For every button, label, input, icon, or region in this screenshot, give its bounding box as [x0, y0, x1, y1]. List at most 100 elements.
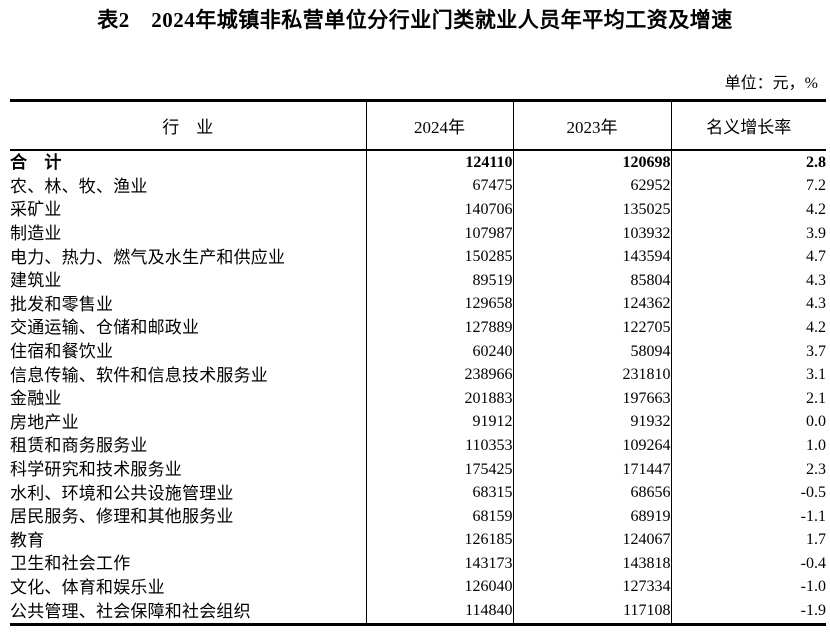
growth-rate-cell: -1.9 — [670, 599, 826, 625]
industry-name-cell: 居民服务、修理和其他服务业 — [10, 507, 234, 527]
industry-name-cell: 建筑业 — [10, 271, 62, 291]
wage-2024-cell: 201883 — [365, 386, 513, 411]
wage-2023-cell: 143818 — [512, 552, 671, 576]
growth-rate-cell: 4.3 — [670, 292, 826, 317]
table-row: 居民服务、修理和其他服务业 68159 68919 -1.1 — [10, 504, 826, 529]
industry-name-cell: 文化、体育和娱乐业 — [10, 577, 165, 597]
growth-rate-cell: 2.3 — [670, 457, 826, 482]
wage-2024-cell: 114840 — [365, 599, 513, 625]
wage-2023-cell: 68656 — [512, 481, 671, 505]
wage-2024-cell: 140706 — [365, 198, 513, 222]
table-row: 金融业 201883 197663 2.1 — [10, 386, 826, 411]
table-row: 电力、热力、燃气及水生产和供应业 150285 143594 4.7 — [10, 245, 826, 269]
wage-2024-cell: 60240 — [365, 339, 513, 364]
industry-name-cell: 电力、热力、燃气及水生产和供应业 — [10, 247, 286, 267]
wage-2023-cell: 68919 — [512, 504, 671, 529]
table-row: 科学研究和技术服务业 175425 171447 2.3 — [10, 457, 826, 482]
wage-2024-cell: 89519 — [365, 268, 513, 293]
growth-rate-cell: 3.9 — [670, 221, 826, 246]
table-row: 合 计 124110 120698 2.8 — [10, 150, 826, 175]
growth-rate-cell: 1.0 — [670, 434, 826, 458]
industry-name-cell: 水利、环境和公共设施管理业 — [10, 483, 234, 503]
growth-rate-cell: -1.0 — [670, 575, 826, 600]
growth-rate-cell: 3.1 — [670, 363, 826, 387]
wage-2023-cell: 127334 — [512, 575, 671, 600]
industry-name-cell: 采矿业 — [10, 200, 62, 220]
table-header: 行 业 2024年 2023年 名义增长率 — [10, 100, 826, 150]
wage-2023-cell: 122705 — [512, 316, 671, 340]
page-title: 表2 2024年城镇非私营单位分行业门类就业人员年平均工资及增速 — [97, 8, 733, 32]
wage-2024-cell: 68159 — [365, 504, 513, 529]
table-row: 采矿业 140706 135025 4.2 — [10, 198, 826, 222]
industry-name-cell: 卫生和社会工作 — [10, 554, 131, 574]
wage-2023-cell: 103932 — [512, 221, 671, 246]
industry-name-cell: 交通运输、仓储和邮政业 — [10, 318, 200, 338]
table-row: 制造业 107987 103932 3.9 — [10, 221, 826, 246]
wage-2023-cell: 117108 — [512, 599, 671, 625]
growth-rate-cell: -0.4 — [670, 552, 826, 576]
wage-2023-cell: 124362 — [512, 292, 671, 317]
table-row: 公共管理、社会保障和社会组织 114840 117108 -1.9 — [10, 599, 826, 625]
table-row: 住宿和餐饮业 60240 58094 3.7 — [10, 339, 826, 364]
column-header-2024: 2024年 — [365, 100, 513, 150]
table-row: 交通运输、仓储和邮政业 127889 122705 4.2 — [10, 316, 826, 340]
industry-name-cell: 科学研究和技术服务业 — [10, 460, 182, 480]
industry-name-cell: 房地产业 — [10, 412, 79, 432]
industry-name-cell: 公共管理、社会保障和社会组织 — [10, 601, 251, 621]
header-row: 行 业 2024年 2023年 名义增长率 — [10, 100, 826, 150]
growth-rate-cell: 0.0 — [670, 410, 826, 435]
table-row: 信息传输、软件和信息技术服务业 238966 231810 3.1 — [10, 363, 826, 387]
growth-rate-cell: 4.3 — [670, 268, 826, 293]
wage-2024-cell: 110353 — [365, 434, 513, 458]
industry-name-cell: 租赁和商务服务业 — [10, 436, 148, 456]
wage-2024-cell: 67475 — [365, 174, 513, 199]
column-header-2023: 2023年 — [512, 100, 671, 150]
wage-table-container: 行 业 2024年 2023年 名义增长率 合 计 124110 120698 2.8… — [10, 99, 826, 626]
wage-2024-cell: 91912 — [365, 410, 513, 435]
wage-2023-cell: 231810 — [512, 363, 671, 387]
wage-2023-cell: 135025 — [512, 198, 671, 222]
wage-2023-cell: 197663 — [512, 386, 671, 411]
growth-rate-cell: 4.7 — [670, 245, 826, 269]
table-row: 建筑业 89519 85804 4.3 — [10, 268, 826, 293]
table-row: 卫生和社会工作 143173 143818 -0.4 — [10, 552, 826, 576]
industry-name-cell: 金融业 — [10, 389, 62, 409]
wage-2024-cell: 175425 — [365, 457, 513, 482]
table-row: 批发和零售业 129658 124362 4.3 — [10, 292, 826, 317]
growth-rate-cell: 4.2 — [670, 198, 826, 222]
growth-rate-cell: 2.1 — [670, 386, 826, 411]
growth-rate-cell: 7.2 — [670, 174, 826, 199]
industry-name-cell: 住宿和餐饮业 — [10, 342, 114, 362]
growth-rate-cell: -1.1 — [670, 504, 826, 529]
wage-2023-cell: 120698 — [512, 150, 671, 175]
wage-table: 行 业 2024年 2023年 名义增长率 合 计 124110 120698 2.8… — [10, 99, 826, 626]
wage-2024-cell: 129658 — [365, 292, 513, 317]
wage-2023-cell: 109264 — [512, 434, 671, 458]
table-row: 租赁和商务服务业 110353 109264 1.0 — [10, 434, 826, 458]
table-row: 房地产业 91912 91932 0.0 — [10, 410, 826, 435]
wage-2023-cell: 171447 — [512, 457, 671, 482]
wage-2024-cell: 107987 — [365, 221, 513, 246]
wage-2023-cell: 124067 — [512, 528, 671, 553]
growth-rate-cell: 4.2 — [670, 316, 826, 340]
wage-2024-cell: 127889 — [365, 316, 513, 340]
column-header-industry: 行 业 — [162, 118, 214, 137]
wage-2023-cell: 62952 — [512, 174, 671, 199]
table-row: 文化、体育和娱乐业 126040 127334 -1.0 — [10, 575, 826, 600]
column-header-growth: 名义增长率 — [670, 100, 826, 150]
wage-2024-cell: 124110 — [365, 150, 513, 175]
wage-2023-cell: 143594 — [512, 245, 671, 269]
growth-rate-cell: 2.8 — [670, 150, 826, 175]
table-row: 农、林、牧、渔业 67475 62952 7.2 — [10, 174, 826, 199]
wage-2024-cell: 143173 — [365, 552, 513, 576]
wage-2023-cell: 85804 — [512, 268, 671, 293]
industry-name-cell: 信息传输、软件和信息技术服务业 — [10, 365, 268, 385]
wage-2023-cell: 91932 — [512, 410, 671, 435]
wage-2024-cell: 150285 — [365, 245, 513, 269]
growth-rate-cell: 1.7 — [670, 528, 826, 553]
table-row: 水利、环境和公共设施管理业 68315 68656 -0.5 — [10, 481, 826, 505]
unit-note: 单位：元，% — [724, 75, 818, 92]
table-body: 合 计 124110 120698 2.8 农、林、牧、渔业 67475 62952 7.2 采… — [10, 150, 826, 625]
industry-name-cell: 农、林、牧、渔业 — [10, 176, 148, 196]
growth-rate-cell: 3.7 — [670, 339, 826, 364]
